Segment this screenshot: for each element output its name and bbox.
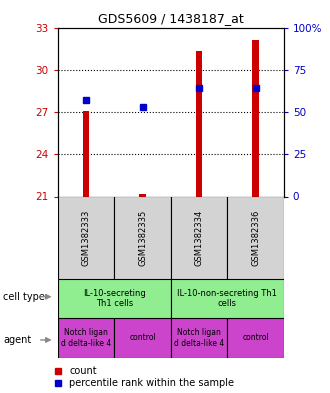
Text: GSM1382335: GSM1382335 (138, 209, 147, 266)
Bar (171, 279, 284, 318)
Bar (114, 318, 171, 358)
Bar (139, 194, 146, 196)
Bar (58, 279, 171, 318)
Text: control: control (242, 334, 269, 342)
Text: agent: agent (3, 335, 32, 345)
Text: percentile rank within the sample: percentile rank within the sample (69, 378, 234, 388)
Text: count: count (69, 366, 97, 376)
Bar (58, 318, 114, 358)
Text: GSM1382336: GSM1382336 (251, 209, 260, 266)
Bar (227, 318, 284, 358)
Bar (82, 110, 89, 196)
Bar (196, 51, 202, 196)
Text: GSM1382333: GSM1382333 (82, 209, 90, 266)
Text: cell type: cell type (3, 292, 45, 302)
Bar (252, 40, 259, 196)
Title: GDS5609 / 1438187_at: GDS5609 / 1438187_at (98, 12, 244, 25)
Bar (171, 196, 227, 279)
Text: Notch ligan
d delta-like 4: Notch ligan d delta-like 4 (174, 328, 224, 348)
Text: control: control (129, 334, 156, 342)
Text: IL-10-non-secreting Th1
cells: IL-10-non-secreting Th1 cells (177, 289, 277, 309)
Bar (114, 196, 171, 279)
Text: Notch ligan
d delta-like 4: Notch ligan d delta-like 4 (61, 328, 111, 348)
Bar (171, 318, 227, 358)
Bar (58, 196, 114, 279)
Text: IL-10-secreting
Th1 cells: IL-10-secreting Th1 cells (83, 289, 146, 309)
Bar (227, 196, 284, 279)
Text: GSM1382334: GSM1382334 (194, 209, 204, 266)
